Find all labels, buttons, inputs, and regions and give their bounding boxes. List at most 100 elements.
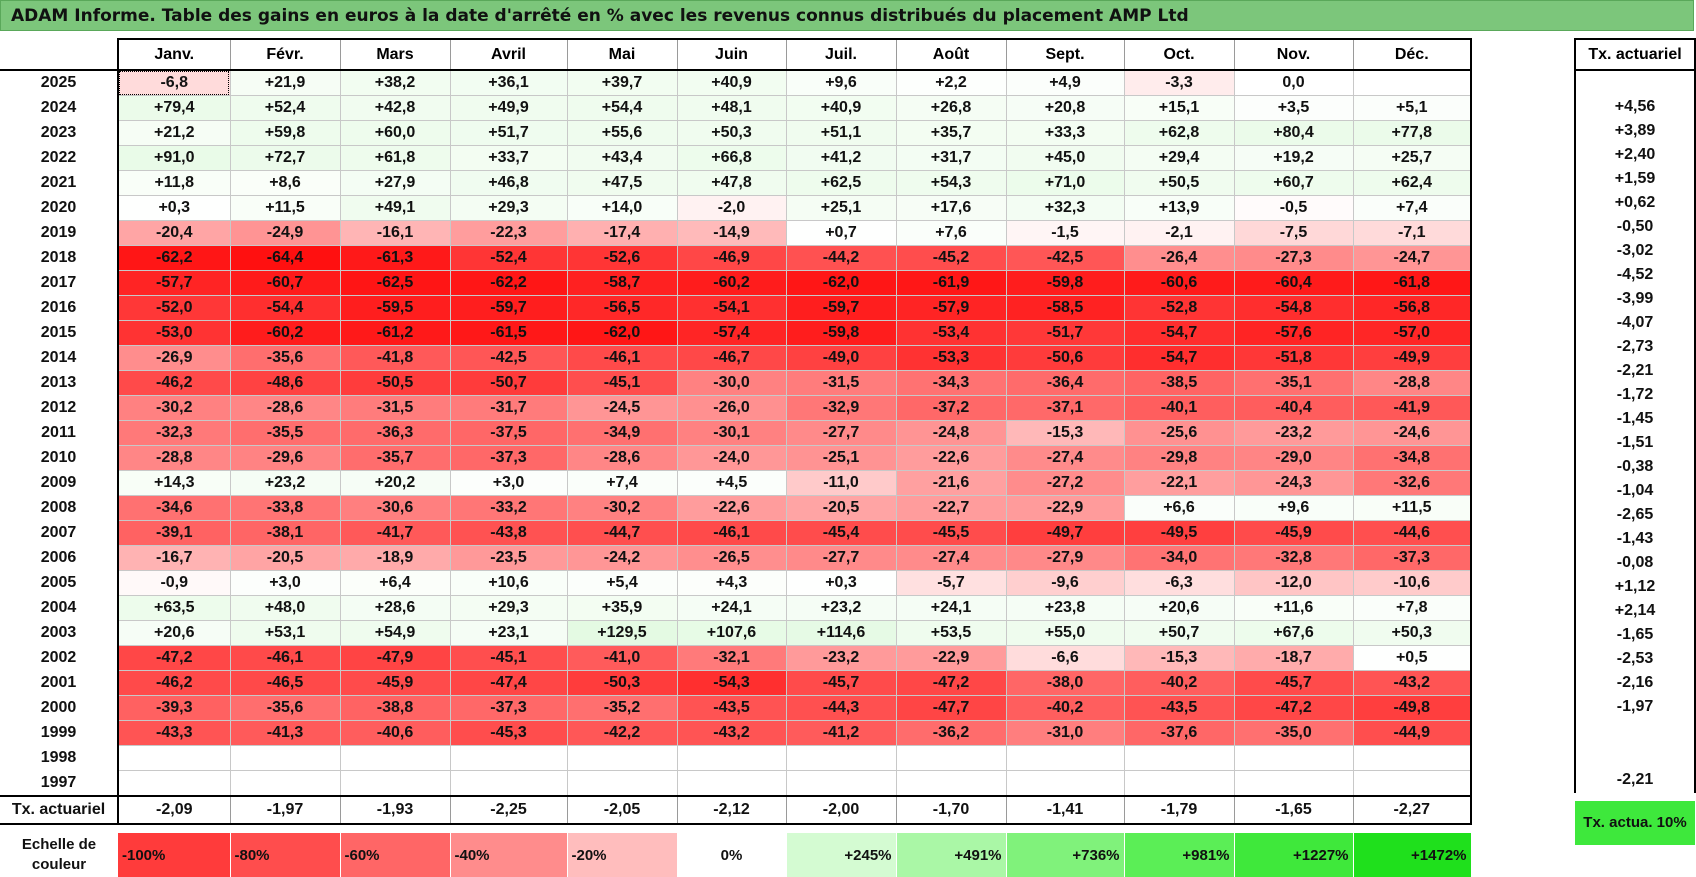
heatmap-cell: +7,4 <box>566 470 678 496</box>
year-label: 2024 <box>0 95 119 121</box>
year-label: 2010 <box>0 445 119 471</box>
heatmap-cell: -50,3 <box>566 670 678 696</box>
heatmap-cell: -64,4 <box>229 245 341 271</box>
heatmap-cell: -45,1 <box>449 645 568 671</box>
heatmap-cell: -61,5 <box>449 320 568 346</box>
actuarial-rate-cell: -2,16 <box>1574 671 1696 695</box>
heatmap-cell <box>339 745 451 771</box>
year-label: 2000 <box>0 695 119 721</box>
actuarial-rate-cell: -1,45 <box>1574 407 1696 431</box>
heatmap-cell: -22,3 <box>449 220 568 246</box>
heatmap-cell: -12,0 <box>1233 570 1354 596</box>
heatmap-cell <box>1005 770 1125 797</box>
heatmap-cell: -29,6 <box>229 445 341 471</box>
heatmap-cell: +114,6 <box>785 620 897 646</box>
month-header-1: Janv. <box>118 38 231 71</box>
heatmap-cell: -39,3 <box>117 695 231 721</box>
heatmap-cell: -22,9 <box>895 645 1007 671</box>
heatmap-cell: -37,3 <box>1352 545 1472 571</box>
actuarial-rate-cell: -3,02 <box>1574 239 1696 263</box>
heatmap-cell <box>1233 770 1354 797</box>
actuarial-rate-cell: +0,62 <box>1574 191 1696 215</box>
actuarial-rate-cell: -0,38 <box>1574 455 1696 479</box>
color-scale-swatch: +491% <box>896 833 1007 877</box>
heatmap-cell: -40,6 <box>339 720 451 746</box>
heatmap-cell <box>117 745 231 771</box>
actuarial-rate-cell <box>1574 719 1696 743</box>
heatmap-cell: -54,4 <box>229 295 341 321</box>
heatmap-cell: -24,5 <box>566 395 678 421</box>
heatmap-cell: -50,7 <box>449 370 568 396</box>
heatmap-cell: -38,0 <box>1005 670 1125 696</box>
heatmap-cell: +11,5 <box>1352 495 1472 521</box>
heatmap-cell <box>1233 745 1354 771</box>
heatmap-cell: -37,5 <box>449 420 568 446</box>
year-label: 2009 <box>0 470 119 496</box>
heatmap-cell: +50,7 <box>1123 620 1235 646</box>
heatmap-cell: -59,7 <box>785 295 897 321</box>
heatmap-cell: -45,4 <box>785 520 897 546</box>
heatmap-cell: -33,8 <box>229 495 341 521</box>
heatmap-cell: -23,5 <box>449 545 568 571</box>
heatmap-cell: +5,4 <box>566 570 678 596</box>
year-row-2011: 2011 -32,3 -35,5 -36,3 -37,5 -34,9 -30,1 -27,7-… <box>0 420 1472 446</box>
month-header-4: Avril <box>450 38 568 71</box>
heatmap-cell: +62,8 <box>1123 120 1235 146</box>
heatmap-cell: +63,5 <box>117 595 231 621</box>
heatmap-cell: -47,9 <box>339 645 451 671</box>
heatmap-cell: -27,2 <box>1005 470 1125 496</box>
heatmap-cell: -7,5 <box>1233 220 1354 246</box>
heatmap-cell: -28,8 <box>1352 370 1472 396</box>
heatmap-cell: -35,6 <box>229 345 341 371</box>
year-label: 2005 <box>0 570 119 596</box>
heatmap-cell: -30,1 <box>676 420 787 446</box>
heatmap-cell: +20,8 <box>1005 95 1125 121</box>
heatmap-cell: +62,5 <box>785 170 897 196</box>
heatmap-cell: -34,9 <box>566 420 678 446</box>
heatmap-cell: +59,8 <box>229 120 341 146</box>
heatmap-cell: -17,4 <box>566 220 678 246</box>
heatmap-cell: +11,6 <box>1233 595 1354 621</box>
heatmap-cell: -31,5 <box>339 395 451 421</box>
heatmap-cell: -41,7 <box>339 520 451 546</box>
heatmap-cell: -20,4 <box>117 220 231 246</box>
heatmap-cell: +25,1 <box>785 195 897 221</box>
heatmap-cell: +3,0 <box>449 470 568 496</box>
heatmap-cell: -44,9 <box>1352 720 1472 746</box>
heatmap-cell <box>566 745 678 771</box>
heatmap-cell: -25,6 <box>1123 420 1235 446</box>
heatmap-cell: -14,9 <box>676 220 787 246</box>
heatmap-cell: +71,0 <box>1005 170 1125 196</box>
year-label: 2020 <box>0 195 119 221</box>
heatmap-cell: -15,3 <box>1005 420 1125 446</box>
heatmap-cell: -61,9 <box>895 270 1007 296</box>
heatmap-cell: -53,4 <box>895 320 1007 346</box>
heatmap-cell: +15,1 <box>1123 95 1235 121</box>
month-header-6: Juin <box>677 38 787 71</box>
heatmap-cell: -30,6 <box>339 495 451 521</box>
heatmap-cell: +23,1 <box>449 620 568 646</box>
year-label: 2001 <box>0 670 119 696</box>
heatmap-cell <box>449 770 568 797</box>
actuarial-rate-cell: -4,52 <box>1574 263 1696 287</box>
heatmap-cell: -1,5 <box>1005 220 1125 246</box>
heatmap-cell: -30,2 <box>566 495 678 521</box>
heatmap-cell: -34,3 <box>895 370 1007 396</box>
color-scale-swatch: +736% <box>1006 833 1125 877</box>
heatmap-cell: -54,7 <box>1123 345 1235 371</box>
heatmap-cell: -44,7 <box>566 520 678 546</box>
heatmap-cell: +24,1 <box>676 595 787 621</box>
heatmap-cell: +20,6 <box>1123 595 1235 621</box>
heatmap-cell: -51,8 <box>1233 345 1354 371</box>
heatmap-cell: -29,0 <box>1233 445 1354 471</box>
year-label: 2008 <box>0 495 119 521</box>
heatmap-cell: +29,3 <box>449 195 568 221</box>
side-scale-swatch: Tx. actua. 10% <box>1575 801 1695 845</box>
heatmap-cell: +45,0 <box>1005 145 1125 171</box>
heatmap-cell: -38,1 <box>229 520 341 546</box>
heatmap-cell: -34,0 <box>1123 545 1235 571</box>
heatmap-cell: -35,2 <box>566 695 678 721</box>
heatmap-cell: +39,7 <box>566 69 678 96</box>
heatmap-cell: -49,0 <box>785 345 897 371</box>
month-header-8: Août <box>896 38 1007 71</box>
